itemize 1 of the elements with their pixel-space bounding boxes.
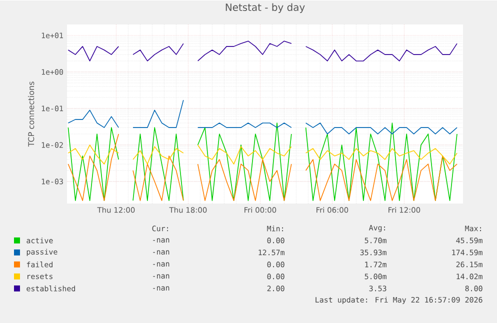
chart-title: Netstat - by day: [226, 3, 305, 13]
